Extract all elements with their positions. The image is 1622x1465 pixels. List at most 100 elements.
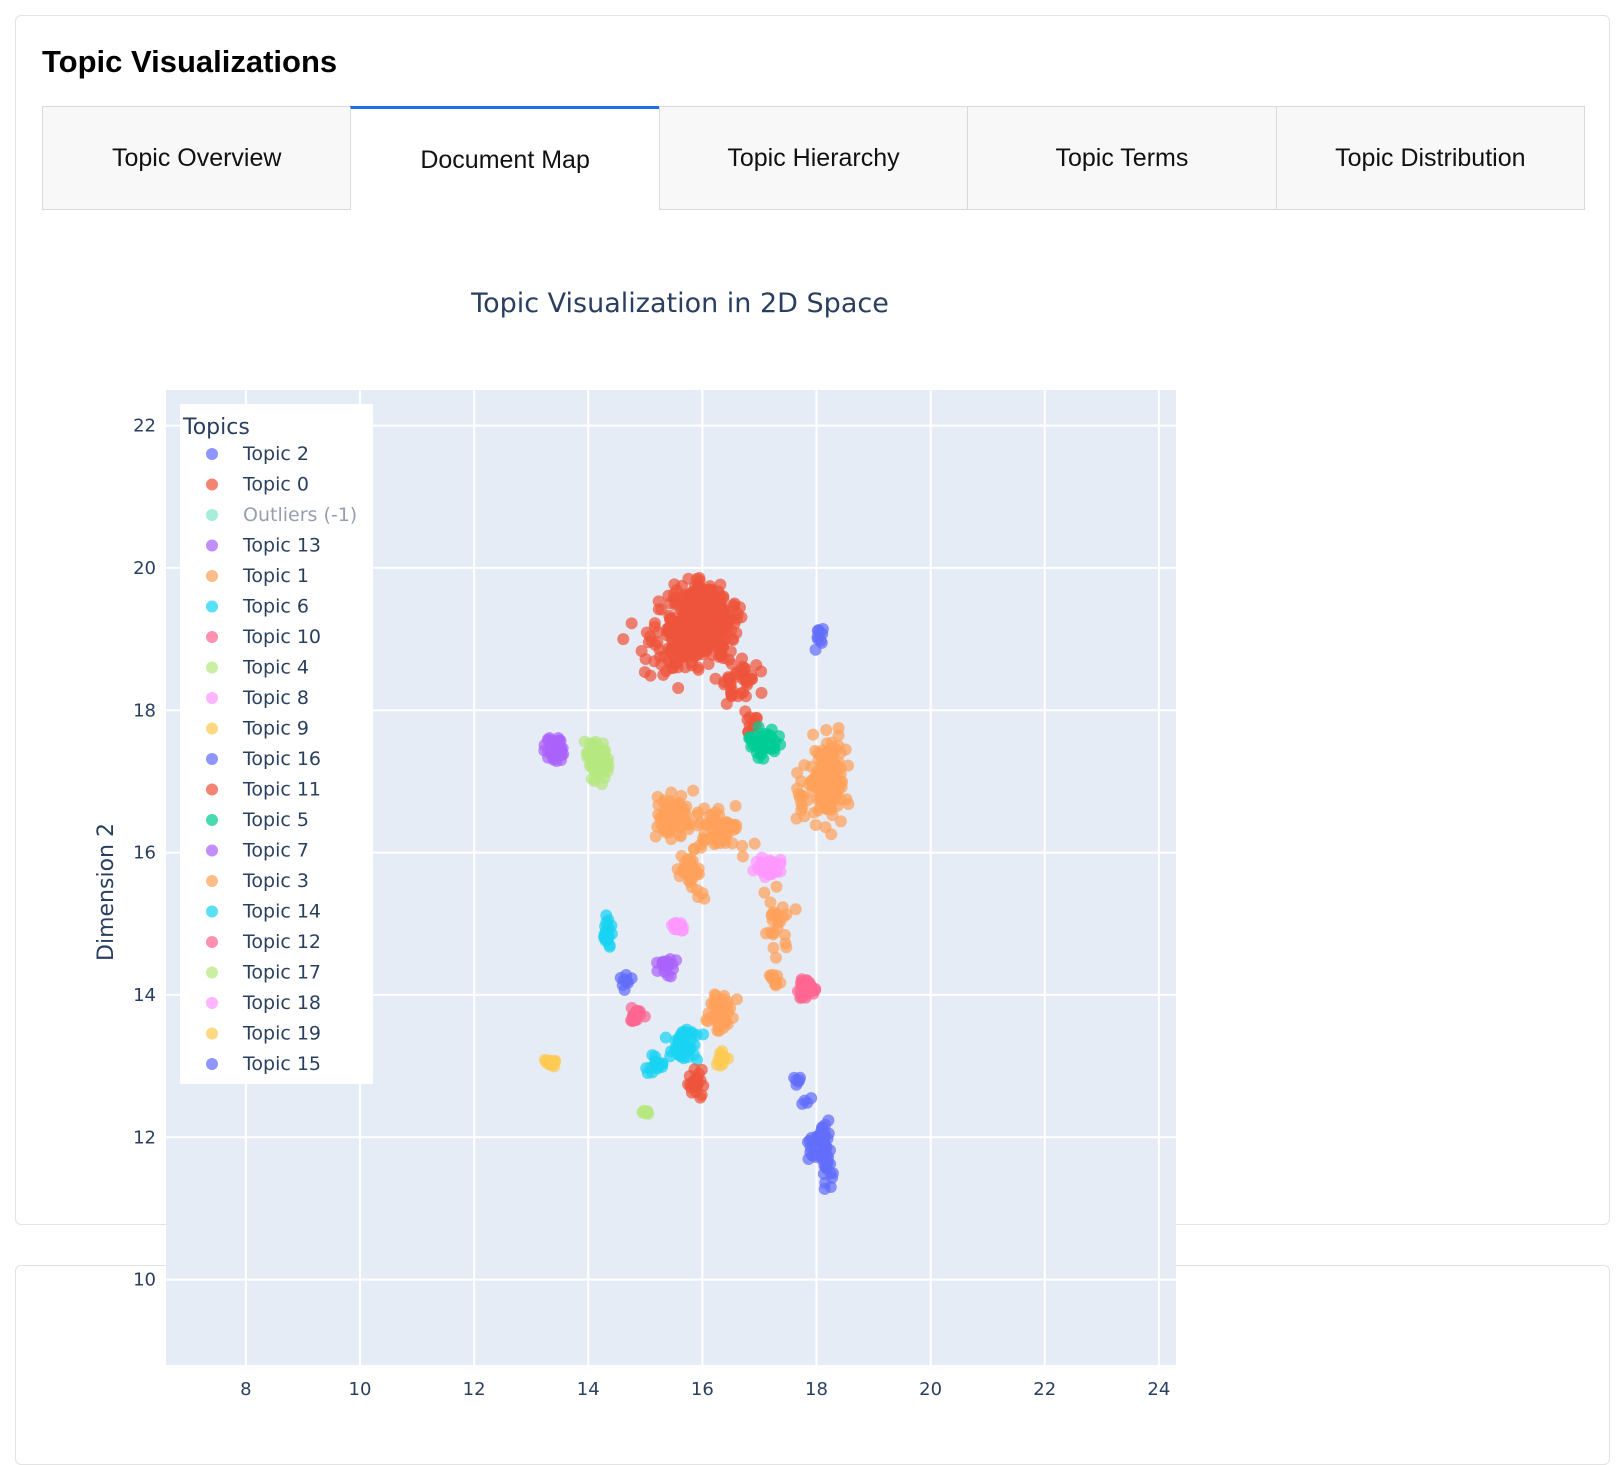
data-point: [667, 800, 680, 813]
legend-item[interactable]: Topic 2: [242, 443, 309, 465]
data-point: [758, 886, 771, 899]
legend-item[interactable]: Topic 4: [242, 657, 309, 679]
data-point: [796, 974, 809, 987]
legend: Topics Topic 2 Topic 0 Outliers (-1) Topic …: [180, 404, 373, 1084]
tab-document-map[interactable]: Document Map: [350, 106, 660, 210]
data-point: [810, 1130, 823, 1143]
data-point: [648, 655, 661, 668]
data-point: [739, 675, 752, 688]
legend-item[interactable]: Topic 13: [242, 535, 321, 557]
data-point: [755, 731, 768, 744]
legend-item[interactable]: Outliers (-1): [243, 504, 357, 526]
data-point: [689, 593, 702, 606]
legend-marker: [206, 478, 218, 491]
data-point: [767, 906, 780, 919]
data-point: [594, 768, 607, 781]
data-point: [789, 903, 802, 916]
legend-item[interactable]: Topic 7: [242, 840, 309, 862]
tab-topic-hierarchy[interactable]: Topic Hierarchy: [658, 106, 969, 210]
data-point: [701, 638, 714, 651]
legend-item[interactable]: Topic 8: [242, 687, 309, 709]
data-point: [640, 1062, 653, 1075]
legend-item[interactable]: Topic 10: [242, 626, 321, 648]
data-point: [832, 722, 845, 735]
legend-item[interactable]: Topic 15: [242, 1053, 321, 1075]
legend-item[interactable]: Topic 16: [242, 748, 321, 770]
chart-title: Topic Visualization in 2D Space: [470, 288, 889, 319]
data-point: [651, 626, 664, 639]
data-point: [763, 969, 776, 982]
data-point: [733, 601, 746, 614]
section-title: Topic Visualizations: [42, 44, 338, 79]
legend-item[interactable]: Topic 11: [242, 779, 321, 801]
data-point: [730, 993, 743, 1006]
legend-marker: [206, 905, 218, 918]
data-point: [690, 572, 703, 585]
x-tick-label: 8: [240, 1379, 251, 1400]
data-point: [702, 585, 715, 598]
tab-topic-overview[interactable]: Topic Overview: [42, 106, 352, 210]
data-point: [697, 626, 710, 639]
data-point: [673, 1032, 686, 1045]
data-point: [842, 759, 855, 772]
data-point: [811, 624, 824, 637]
data-point: [708, 994, 721, 1007]
data-point: [809, 643, 822, 656]
data-point: [825, 803, 838, 816]
data-point: [793, 1074, 806, 1087]
legend-item[interactable]: Topic 19: [242, 1023, 321, 1045]
data-point: [675, 789, 688, 802]
legend-item[interactable]: Topic 0: [242, 474, 309, 496]
data-point: [825, 793, 838, 806]
legend-marker: [206, 966, 218, 979]
data-point: [692, 1067, 705, 1080]
data-point: [664, 597, 677, 610]
data-point: [617, 633, 630, 646]
data-point: [680, 818, 693, 831]
legend-item[interactable]: Topic 3: [242, 870, 309, 892]
data-point: [807, 728, 820, 741]
data-point: [795, 775, 808, 788]
data-point: [834, 815, 847, 828]
data-point: [674, 830, 687, 843]
x-tick-label: 12: [463, 1379, 486, 1400]
data-point: [625, 1001, 638, 1014]
data-point: [538, 739, 551, 752]
data-point: [834, 746, 847, 759]
data-point: [802, 1136, 815, 1149]
legend-item[interactable]: Topic 9: [242, 718, 309, 740]
data-point: [687, 842, 700, 855]
data-point: [639, 1107, 652, 1120]
data-point: [739, 690, 752, 703]
data-point: [649, 830, 662, 843]
legend-item[interactable]: Topic 17: [242, 962, 321, 984]
data-point: [649, 1054, 662, 1067]
data-point: [543, 1055, 556, 1068]
legend-item[interactable]: Topic 12: [242, 931, 321, 953]
data-point: [625, 617, 638, 630]
data-point: [661, 818, 674, 831]
y-tick-label: 18: [133, 700, 156, 721]
legend-item[interactable]: Topic 6: [242, 596, 309, 618]
legend-marker: [206, 783, 218, 796]
legend-marker: [206, 631, 218, 643]
legend-item[interactable]: Topic 18: [242, 992, 321, 1014]
x-tick-label: 14: [577, 1379, 600, 1400]
data-point: [718, 675, 731, 688]
legend-marker: [206, 661, 218, 674]
y-tick-label: 12: [133, 1127, 156, 1148]
legend-item[interactable]: Topic 5: [242, 809, 309, 831]
tab-topic-terms[interactable]: Topic Terms: [967, 106, 1277, 210]
legend-marker: [206, 936, 218, 948]
legend-item[interactable]: Topic 1: [242, 565, 309, 587]
legend-marker: [206, 1058, 218, 1070]
data-point: [716, 824, 729, 837]
data-point: [743, 711, 756, 724]
data-point: [657, 668, 670, 681]
data-point: [825, 778, 838, 791]
data-point: [757, 741, 770, 754]
x-tick-label: 24: [1147, 1379, 1170, 1400]
data-point: [689, 865, 702, 878]
tab-topic-distribution[interactable]: Topic Distribution: [1275, 106, 1586, 210]
legend-item[interactable]: Topic 14: [242, 901, 321, 923]
